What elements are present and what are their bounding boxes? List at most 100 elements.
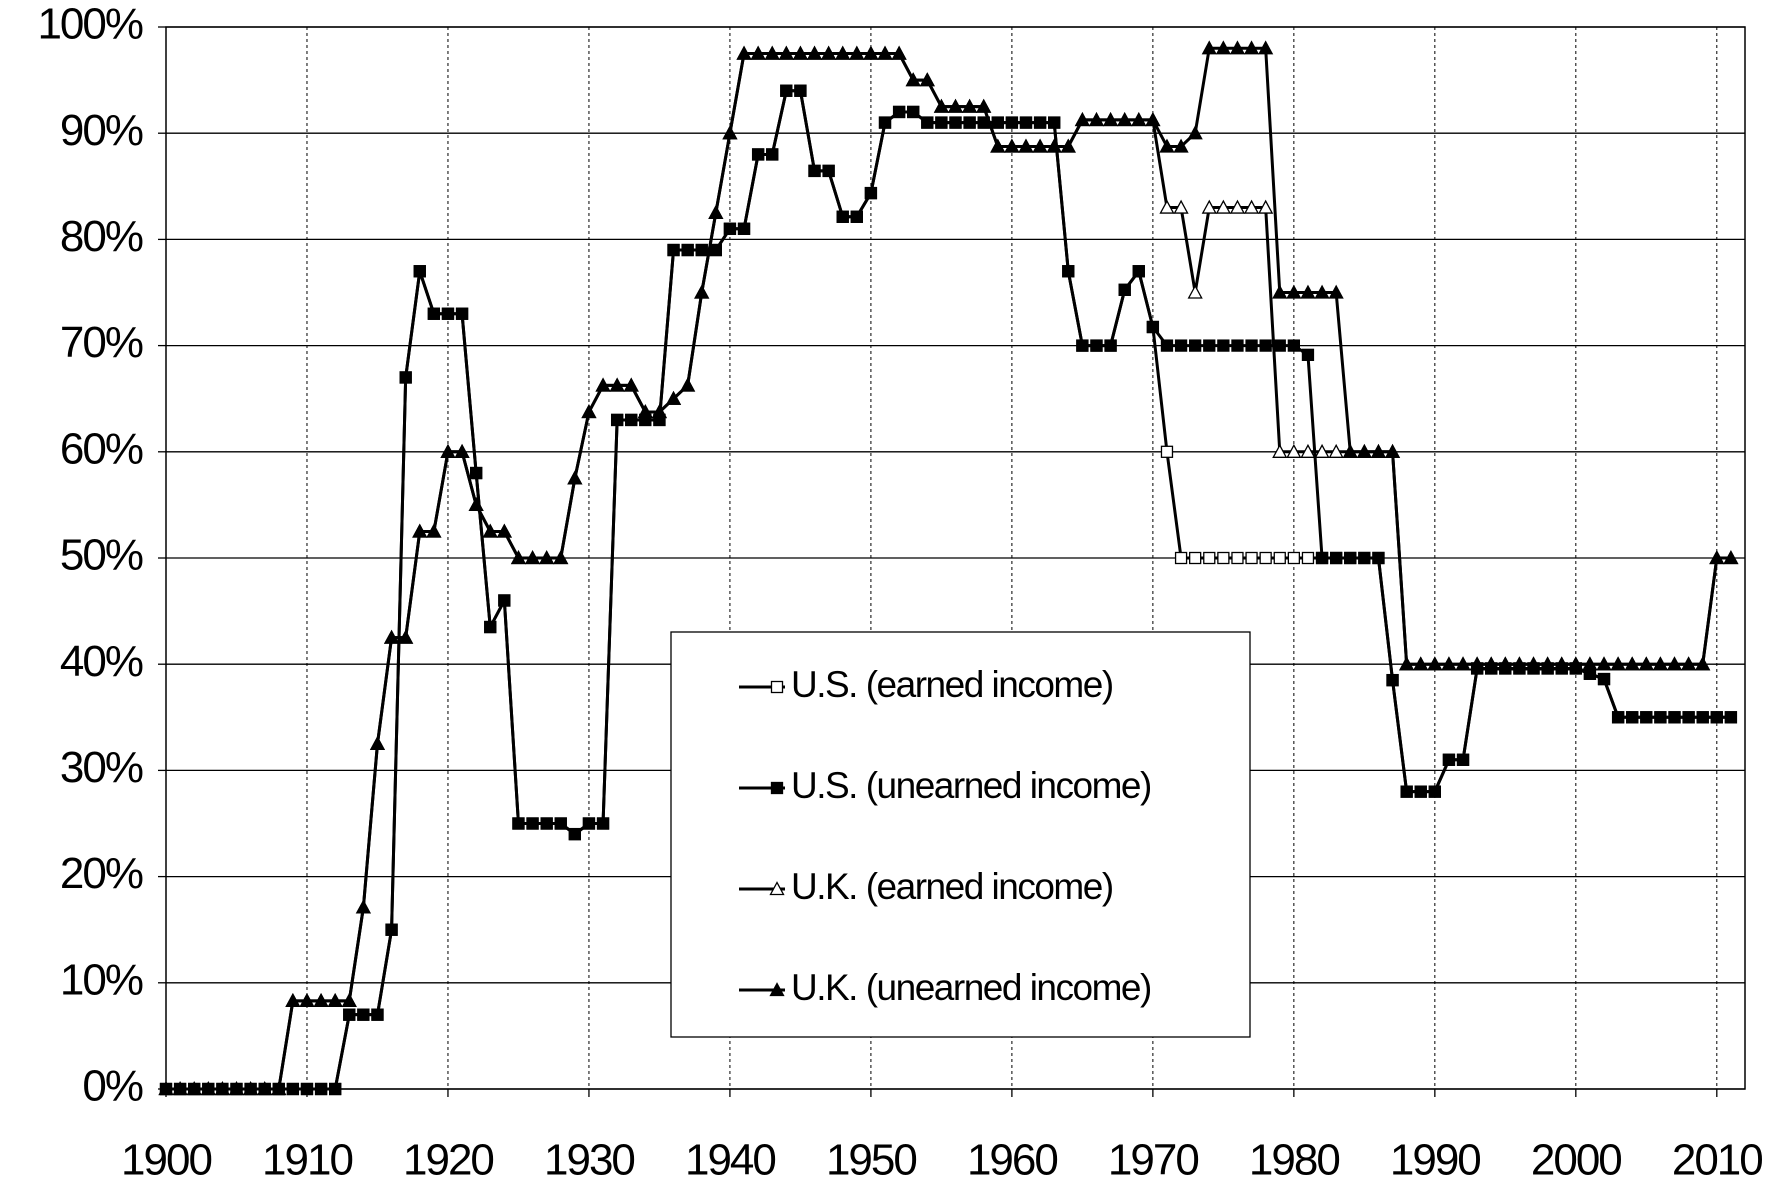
marker [1259,551,1272,565]
marker [1342,443,1358,458]
plot-frame [165,26,1746,1090]
marker [1060,138,1076,153]
marker [1174,551,1188,565]
marker [764,45,780,60]
marker [1413,656,1429,671]
marker [1273,339,1286,352]
marker [482,523,498,538]
marker [1540,656,1556,671]
marker [526,817,539,830]
marker [766,148,779,161]
marker [581,404,597,419]
x-tick-label: 2010 [1672,1136,1762,1184]
marker [835,45,851,60]
marker [186,1081,202,1096]
marker [285,992,301,1008]
x-tick-label: 1970 [1108,1136,1198,1184]
marker [1201,199,1217,214]
marker [878,116,892,129]
marker [1330,551,1343,565]
marker [1344,551,1357,565]
marker [455,307,469,320]
marker [1414,785,1427,798]
marker [427,307,441,320]
marker [454,443,470,458]
y-tick-label: 60% [60,424,143,473]
marker [947,98,964,113]
marker [1018,138,1034,153]
marker [1654,711,1667,724]
marker [314,1082,328,1096]
marker [1074,112,1090,127]
marker [313,992,329,1008]
marker [524,550,541,565]
marker [863,45,879,60]
marker [1118,283,1131,296]
marker [357,1008,370,1021]
marker [976,98,992,113]
marker [369,735,386,750]
marker [1441,656,1457,671]
y-tick-label: 40% [60,637,143,686]
marker [1272,443,1288,458]
marker [1723,550,1739,565]
marker [1328,443,1344,458]
marker [864,186,878,200]
marker [567,470,583,485]
marker [1117,112,1133,127]
marker [1245,339,1258,352]
marker [1428,785,1441,798]
marker [1668,711,1681,724]
marker [468,497,484,512]
y-tick-label: 50% [60,531,143,580]
marker [907,105,920,119]
marker [412,523,428,538]
marker [1358,551,1371,565]
marker [1710,711,1723,724]
y-tick-label: 10% [60,955,143,1004]
marker [1483,656,1499,671]
marker [1173,199,1189,214]
marker [1525,656,1542,671]
marker [1258,199,1274,214]
y-tick-label: 90% [60,106,143,155]
marker [1681,656,1697,671]
y-tick-label: 70% [60,318,143,367]
marker [1131,112,1147,127]
marker [780,84,793,97]
marker [1146,320,1160,334]
y-tick-label: 0% [82,1062,142,1111]
marker [1455,656,1471,671]
marker [329,1082,342,1096]
marker [1273,551,1286,565]
marker [991,116,1004,129]
marker [1033,116,1047,129]
marker [681,243,694,257]
marker [470,466,483,480]
marker [1259,339,1272,352]
marker [990,138,1006,153]
marker [769,982,785,997]
marker [769,881,785,896]
marker [1104,339,1117,352]
x-tick-label: 1980 [1249,1136,1339,1184]
marker [1203,551,1216,565]
marker [1456,753,1470,766]
marker [1582,656,1598,671]
marker [1245,551,1258,565]
marker [1048,116,1061,129]
marker [242,1081,259,1096]
legend-entry: U.S. (unearned income) [739,765,1152,806]
marker [512,817,525,830]
marker [1005,116,1019,129]
series-line [166,46,1731,1091]
marker [440,443,456,458]
marker [1638,656,1654,671]
marker [540,817,553,830]
marker [1370,443,1387,458]
marker [385,923,398,936]
marker [1272,284,1288,299]
marker [510,550,527,565]
